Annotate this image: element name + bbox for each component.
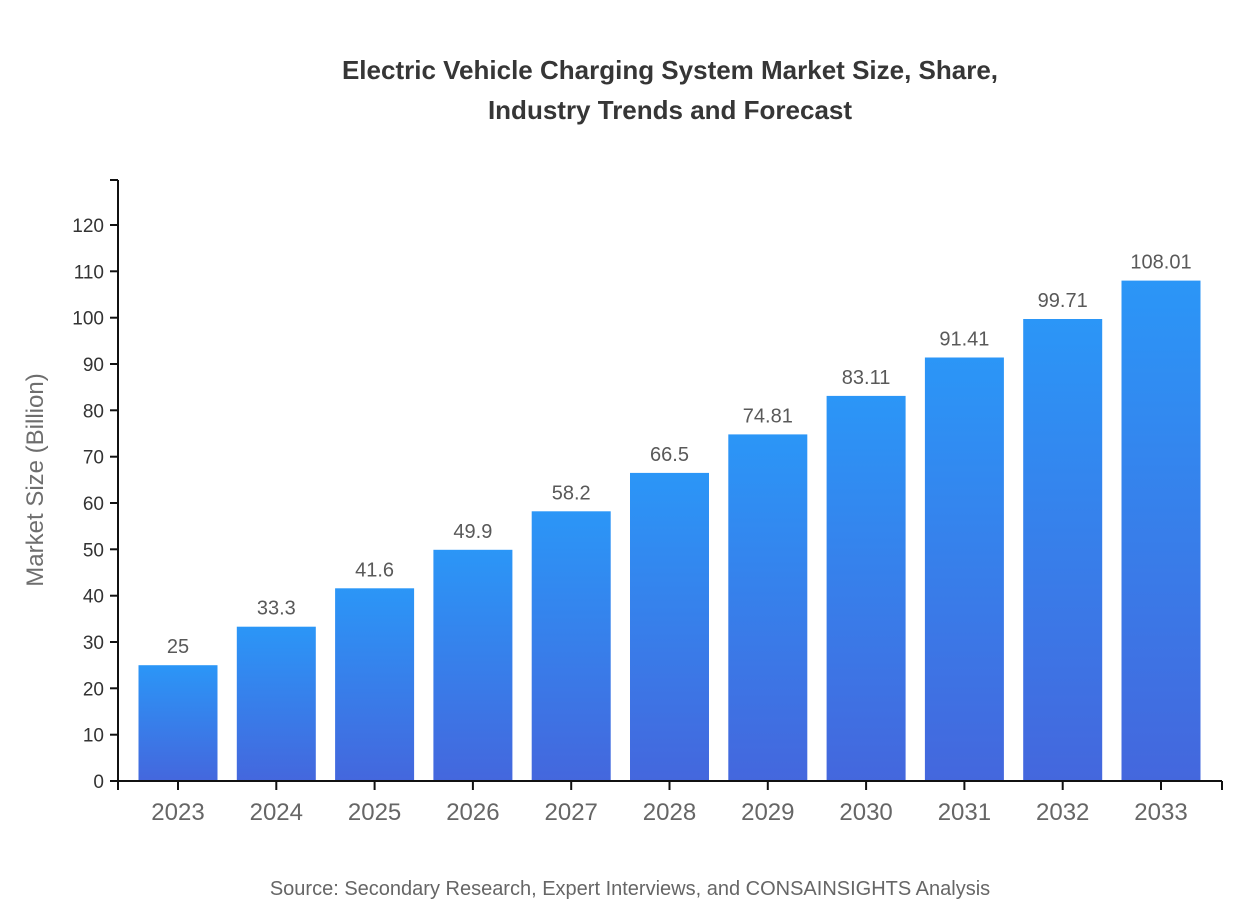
x-tick-label: 2031	[938, 799, 991, 826]
y-tick-label: 50	[83, 540, 104, 561]
bar	[138, 665, 218, 781]
bar-value-label: 33.3	[257, 598, 296, 620]
bar-value-label: 91.41	[939, 329, 989, 351]
chart-title: Electric Vehicle Charging System Market …	[118, 50, 1222, 130]
bar-value-label: 58.2	[552, 482, 591, 504]
bar	[531, 511, 611, 781]
y-tick-label: 30	[83, 633, 104, 654]
bar-value-label: 83.11	[842, 367, 891, 389]
bar	[1121, 280, 1201, 781]
y-tick-label: 80	[83, 401, 104, 422]
bar-value-label: 25	[167, 636, 189, 658]
bar-value-label: 99.71	[1038, 290, 1088, 312]
y-tick-label: 60	[83, 494, 104, 515]
y-tick-label: 70	[83, 448, 104, 469]
bar	[728, 434, 808, 781]
bar	[433, 549, 513, 781]
x-tick-label: 2033	[1134, 799, 1187, 826]
bar	[630, 472, 709, 781]
y-tick-label: 100	[72, 309, 104, 330]
x-tick-label: 2026	[446, 799, 499, 826]
x-tick-label: 2025	[348, 799, 401, 826]
y-tick-label: 0	[93, 772, 104, 793]
chart-title-line-2: Industry Trends and Forecast	[487, 95, 853, 125]
x-tick-label: 2028	[643, 799, 696, 826]
bar-value-label: 108.01	[1130, 252, 1191, 274]
bar-value-label: 66.5	[650, 444, 689, 466]
x-tick-label: 2024	[250, 799, 303, 826]
x-tick-label: 2029	[741, 799, 794, 826]
y-tick-label: 90	[83, 355, 104, 376]
bar-value-label: 74.81	[743, 405, 793, 427]
bar-value-label: 49.9	[453, 521, 492, 543]
y-tick-label: 40	[83, 587, 104, 608]
bar	[335, 588, 415, 781]
x-tick-label: 2032	[1036, 799, 1089, 826]
bar-value-label: 41.6	[355, 559, 394, 581]
bar	[1023, 319, 1103, 781]
x-tick-label: 2027	[545, 799, 598, 826]
x-tick-label: 2023	[151, 799, 204, 826]
bar	[826, 395, 906, 781]
y-tick-label: 120	[72, 216, 104, 237]
x-tick-label: 2030	[839, 799, 892, 826]
y-tick-label: 110	[74, 262, 104, 283]
bar	[236, 626, 316, 781]
bar	[924, 357, 1004, 781]
chart-title-line-1: Electric Vehicle Charging System Market …	[341, 55, 999, 85]
y-tick-label: 10	[83, 726, 104, 747]
axis-lines	[117, 180, 1222, 782]
y-tick-label: 20	[83, 679, 104, 700]
source-note: Source: Secondary Research, Expert Inter…	[269, 878, 991, 900]
